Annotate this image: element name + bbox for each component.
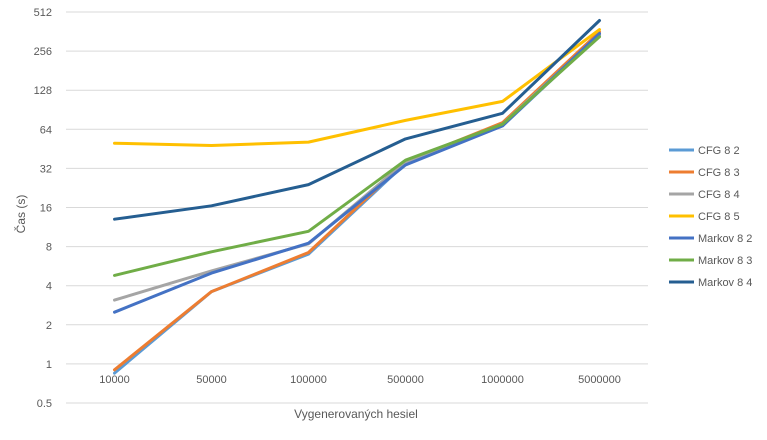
x-tick-label: 5000000: [578, 374, 621, 386]
series-lines: [113, 19, 601, 375]
legend: CFG 8 2 CFG 8 3 CFG 8 4 CFG 8 5 Markov 8 2 Ma…: [669, 145, 752, 289]
y-tick-label: 0.5: [37, 398, 52, 410]
legend-item: CFG 8 3: [669, 167, 740, 179]
y-tick-label: 2: [46, 320, 52, 332]
y-axis-ticks: 0.5 1 2 4 8 16 32 64 128 256 512: [34, 7, 52, 410]
legend-item: Markov 8 4: [669, 277, 752, 289]
legend-item: CFG 8 2: [669, 145, 740, 157]
legend-label: Markov 8 3: [698, 255, 752, 267]
legend-item: CFG 8 5: [669, 211, 740, 223]
x-tick-label: 500000: [387, 374, 424, 386]
legend-item: Markov 8 3: [669, 255, 752, 267]
y-tick-label: 32: [40, 163, 52, 175]
series-line-markov-8-2: [113, 32, 601, 314]
x-axis-ticks: 10000 50000 100000 500000 1000000 5000000: [99, 374, 621, 386]
legend-label: Markov 8 4: [698, 277, 752, 289]
legend-label: CFG 8 5: [698, 211, 740, 223]
x-tick-label: 1000000: [481, 374, 524, 386]
y-tick-label: 4: [46, 281, 52, 293]
x-tick-label: 10000: [99, 374, 130, 386]
y-tick-label: 1: [46, 359, 52, 371]
legend-label: Markov 8 2: [698, 233, 752, 245]
y-tick-label: 128: [34, 85, 52, 97]
x-tick-label: 100000: [290, 374, 327, 386]
y-tick-label: 256: [34, 46, 52, 58]
series-line-cfg-8-5: [113, 28, 601, 147]
series-line-cfg-8-4: [113, 32, 601, 302]
y-tick-label: 8: [46, 242, 52, 254]
y-tick-label: 512: [34, 7, 52, 19]
series-line-markov-8-4: [113, 19, 601, 221]
legend-item: Markov 8 2: [669, 233, 752, 245]
y-tick-label: 16: [40, 203, 52, 215]
legend-label: CFG 8 2: [698, 145, 740, 157]
legend-label: CFG 8 3: [698, 167, 740, 179]
y-tick-label: 64: [40, 124, 52, 136]
y-axis-title: Čas (s): [13, 195, 28, 234]
x-tick-label: 50000: [196, 374, 227, 386]
x-axis-title: Vygenerovaných hesiel: [294, 407, 418, 421]
legend-label: CFG 8 4: [698, 189, 740, 201]
legend-item: CFG 8 4: [669, 189, 740, 201]
series-line-markov-8-3: [113, 35, 601, 277]
